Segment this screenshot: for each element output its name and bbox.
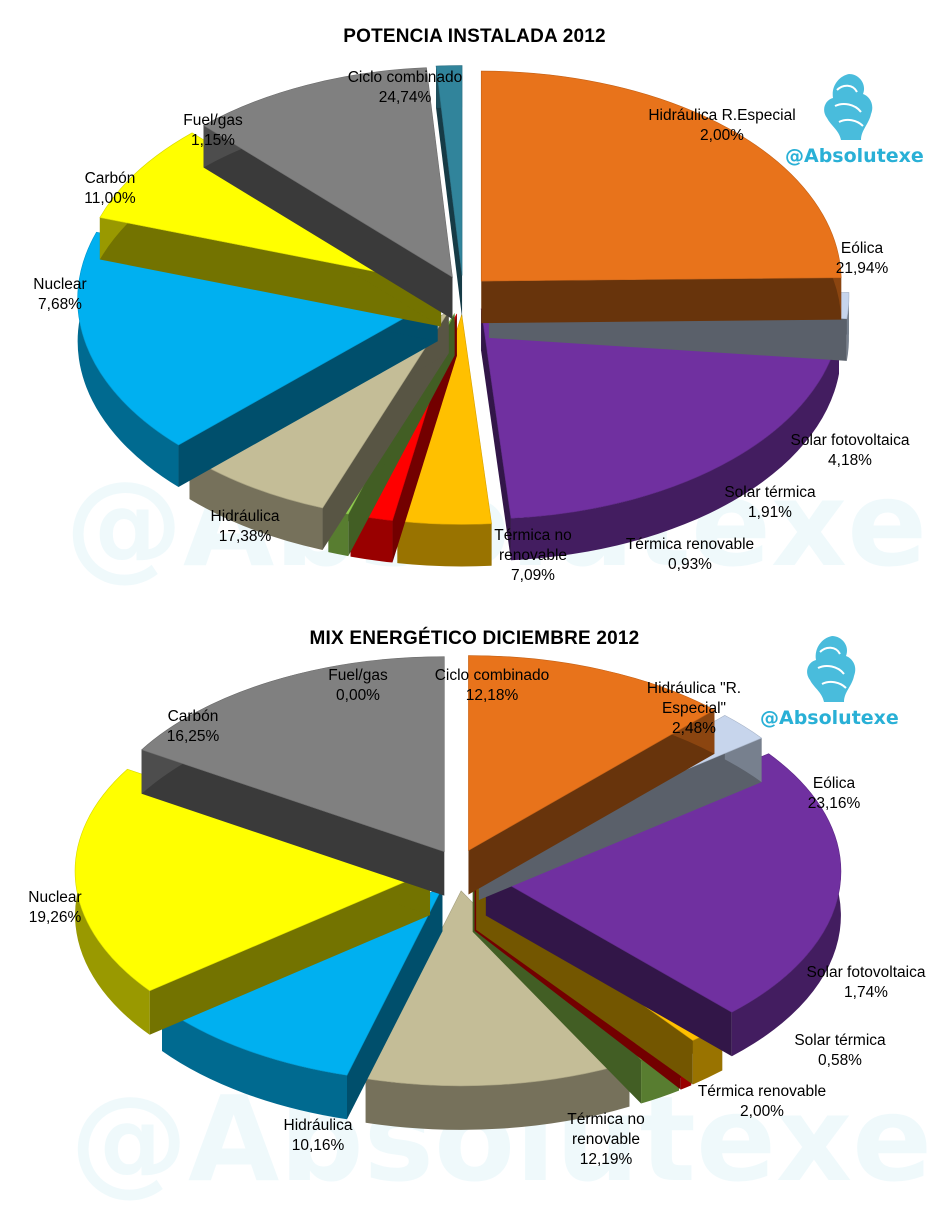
- slice-label: Ciclo combinado 12,18%: [435, 667, 550, 704]
- griffin-logo-icon: [824, 74, 873, 140]
- slice-label: Térmica no renovable 12,19%: [567, 1111, 645, 1168]
- slice-label: Solar térmica 0,58%: [794, 1032, 886, 1069]
- brand-handle: @Absolutexe: [760, 707, 899, 729]
- slice-label: Fuel/gas 0,00%: [328, 667, 388, 704]
- pie-slices: [74, 655, 842, 1130]
- pie-labels: Ciclo combinado 24,74% Hidráulica R.Especi…: [33, 69, 910, 584]
- slice-label: Carbón 16,25%: [167, 708, 220, 745]
- slice-label: Carbón 11,00%: [84, 170, 136, 207]
- pie-labels: Ciclo combinado 12,18% Hidráulica "R. Espec…: [28, 667, 926, 1168]
- pie-chart-plot: Ciclo combinado 24,74% Hidráulica R.Especi…: [33, 65, 910, 584]
- slice-label: Solar fotovoltaica 4,18%: [791, 432, 910, 469]
- pie-slice: [141, 656, 445, 896]
- slice-label: Hidráulica 10,16%: [284, 1117, 353, 1154]
- slice-label: Hidráulica 17,38%: [211, 508, 280, 545]
- pie-slices: [77, 65, 850, 567]
- slice-label: Solar fotovoltaica 1,74%: [807, 964, 926, 1001]
- chart-title: POTENCIA INSTALADA 2012: [343, 26, 606, 47]
- slice-label: Nuclear 19,26%: [28, 889, 81, 926]
- brand-handle: @Absolutexe: [785, 145, 924, 167]
- slice-label: Eólica 21,94%: [836, 240, 889, 277]
- slice-label: Eólica 23,16%: [808, 775, 861, 812]
- slice-label: Térmica renovable 0,93%: [626, 536, 754, 573]
- pie-slice: [202, 67, 453, 320]
- griffin-logo-icon: [807, 636, 856, 702]
- slice-label: Térmica no renovable 7,09%: [494, 527, 572, 584]
- pie-slice: [468, 655, 716, 895]
- pie-slice: [480, 70, 842, 324]
- slice-label: Hidráulica R.Especial 2,00%: [648, 107, 795, 144]
- pie-slice: [435, 65, 463, 318]
- chart-title: MIX ENERGÉTICO DICIEMBRE 2012: [309, 628, 640, 649]
- slice-label: Nuclear 7,68%: [33, 276, 86, 313]
- slice-label: Térmica renovable 2,00%: [698, 1083, 826, 1120]
- slice-label: Hidráulica "R. Especial" 2,48%: [647, 680, 741, 737]
- chart-mix-energetico: @Absolutexe MIX ENERGÉTICO DICIEMBRE 201…: [0, 600, 949, 1208]
- slice-label: Ciclo combinado 24,74%: [348, 69, 463, 106]
- slice-label: Fuel/gas 1,15%: [183, 112, 243, 149]
- slice-label: Solar térmica 1,91%: [724, 484, 816, 521]
- chart-potencia-instalada: @Absolutexe POTENCIA INSTALADA 2012 Cicl…: [0, 0, 949, 600]
- pie-chart-plot: Ciclo combinado 12,18% Hidráulica "R. Espec…: [28, 655, 926, 1168]
